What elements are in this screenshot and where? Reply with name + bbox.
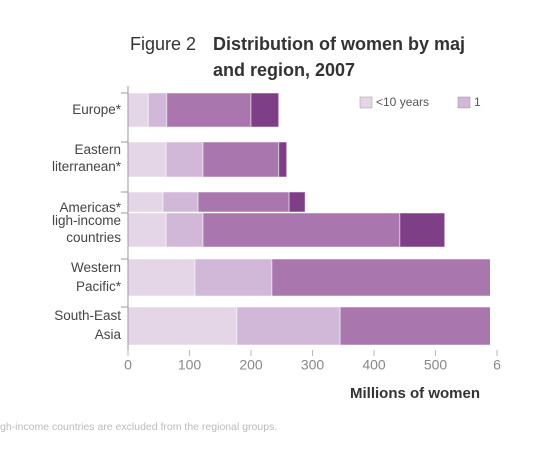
y-tick-label: Western Pacific* xyxy=(71,260,122,294)
y-tick-label: Europe* xyxy=(72,102,122,117)
legend-swatch xyxy=(359,96,373,109)
chart-title: and region, 2007 xyxy=(213,60,355,80)
bar-segment xyxy=(197,191,290,213)
bars xyxy=(128,92,533,346)
bar-segment xyxy=(202,212,401,248)
bar-segment xyxy=(506,259,531,296)
bar-segment xyxy=(339,306,490,346)
bar-segment xyxy=(250,92,280,128)
bar-segment xyxy=(128,141,167,178)
bar-segment xyxy=(399,212,446,248)
figure-label: Figure 2 xyxy=(130,34,196,54)
bar-segment xyxy=(194,258,273,297)
legend-swatch xyxy=(457,96,471,109)
footnote: gh-income countries are excluded from th… xyxy=(0,421,277,433)
bar-segment xyxy=(202,141,280,178)
bar-segment xyxy=(128,306,238,346)
x-tick-label: 300 xyxy=(301,357,325,373)
x-tick-label: 6 xyxy=(493,357,501,373)
x-tick-label: 0 xyxy=(124,357,132,373)
y-tick-label: Eastern literranean* xyxy=(52,142,122,174)
x-tick-label: 400 xyxy=(362,357,386,373)
bar-segment xyxy=(271,258,490,297)
bar-segment xyxy=(165,141,204,178)
bar-segment xyxy=(128,212,167,248)
legend-label: <10 years xyxy=(376,95,429,109)
legend-label: 1 xyxy=(474,95,481,109)
bar-segment xyxy=(128,258,196,297)
y-tick-label: South-East Asia xyxy=(54,308,121,342)
bar-segment xyxy=(525,307,533,345)
x-tick-label: 200 xyxy=(239,357,263,373)
bar-segment xyxy=(147,92,168,128)
y-tick-label: Americas* xyxy=(59,200,121,215)
y-tick-label: ligh-income countries xyxy=(52,213,121,245)
bar-segment xyxy=(166,92,252,128)
x-tick-label: 500 xyxy=(424,357,448,373)
x-axis-title: Millions of women xyxy=(350,385,480,402)
bar-segment xyxy=(278,141,288,178)
bar-segment xyxy=(128,92,149,128)
bar-segment xyxy=(165,212,204,248)
bar-segment xyxy=(236,306,341,346)
x-tick-label: 100 xyxy=(178,357,202,373)
chart-title: Distribution of women by maj xyxy=(213,34,465,54)
bar-segment xyxy=(162,191,199,213)
bar-segment xyxy=(128,191,164,213)
bar-segment xyxy=(288,191,306,213)
